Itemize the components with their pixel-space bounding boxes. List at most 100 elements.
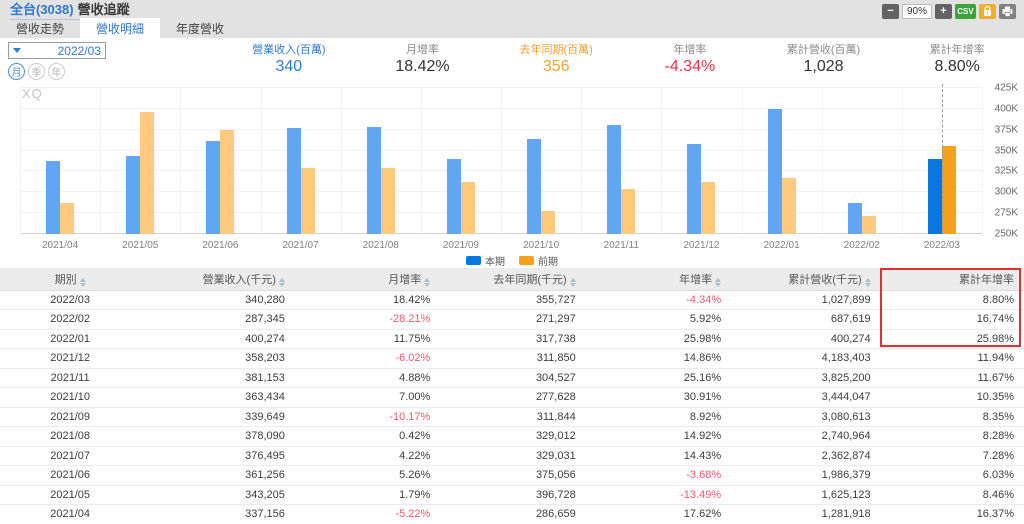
table-cell-6: 11.67% [880, 368, 1024, 388]
table-row[interactable]: 2021/07 376,495 4.22% 329,031 14.43% 2,362,87… [0, 446, 1024, 466]
sort-icon[interactable] [715, 277, 722, 287]
table-cell-4: -4.34% [585, 290, 732, 310]
tab-1[interactable]: 營收明細 [80, 18, 161, 38]
table-row[interactable]: 2021/04 337,156 -5.22% 286,659 17.62% 1,281,9… [0, 504, 1024, 524]
table-cell-4: -3.68% [585, 465, 732, 486]
bar-previous[interactable] [941, 145, 956, 234]
period-pill-1[interactable]: 季 [28, 63, 45, 80]
csv-export-button[interactable]: CSV [955, 4, 976, 19]
y-tick-label: 425K [994, 82, 1018, 94]
table-row[interactable]: 2021/06 361,256 5.26% 375,056 -3.68% 1,986,37… [0, 465, 1024, 486]
bar-current[interactable] [847, 202, 862, 234]
bar-previous[interactable] [380, 168, 395, 234]
table-cell-3: 311,844 [440, 407, 586, 427]
sort-icon[interactable] [79, 277, 86, 287]
stat-block-2: 去年同期(百萬) 356 [489, 38, 623, 80]
table-row[interactable]: 2022/01 400,274 11.75% 317,738 25.98% 400,274… [0, 329, 1024, 349]
table-cell-5: 3,080,613 [731, 407, 881, 427]
table-row[interactable]: 2021/10 363,434 7.00% 277,628 30.91% 3,444,04… [0, 387, 1024, 408]
bar-current[interactable] [206, 141, 221, 234]
table-row[interactable]: 2021/11 381,153 4.88% 304,527 25.16% 3,825,20… [0, 368, 1024, 388]
table-cell-3: 329,012 [440, 426, 586, 447]
zoom-in-button[interactable]: + [935, 4, 952, 19]
table-row[interactable]: 2021/08 378,090 0.42% 329,012 14.92% 2,740,96… [0, 426, 1024, 447]
bar-previous[interactable] [460, 182, 475, 234]
sort-icon[interactable] [569, 277, 576, 287]
table-cell-1: 358,203 [140, 348, 295, 369]
bar-current[interactable] [366, 127, 381, 234]
table-cell-4: 14.92% [585, 426, 732, 447]
bar-previous[interactable] [140, 111, 155, 234]
bar-current[interactable] [446, 159, 461, 234]
bar-previous[interactable] [300, 168, 315, 234]
stat-block-3: 年增率 -4.34% [623, 38, 757, 80]
current-month-marker [941, 84, 943, 234]
table-row[interactable]: 2022/03 340,280 18.42% 355,727 -4.34% 1,027,8… [0, 290, 1024, 310]
table-row[interactable]: 2021/12 358,203 -6.02% 311,850 14.86% 4,183,4… [0, 348, 1024, 369]
table-cell-3: 317,738 [440, 329, 586, 349]
table-cell-3: 271,297 [440, 309, 586, 330]
table-cell-5: 1,027,899 [731, 290, 881, 310]
table-cell-4: 14.86% [585, 348, 732, 369]
table-cell-5: 4,183,403 [731, 348, 881, 369]
table-cell-2: 4.22% [294, 446, 441, 466]
table-cell-1: 376,495 [140, 446, 295, 466]
legend-item-0[interactable]: 本期 [466, 253, 505, 268]
table-row[interactable]: 2021/09 339,649 -10.17% 311,844 8.92% 3,080,6… [0, 407, 1024, 427]
table-row[interactable]: 2022/02 287,345 -28.21% 271,297 5.92% 687,619… [0, 309, 1024, 330]
bar-previous[interactable] [781, 177, 796, 234]
sort-icon[interactable] [864, 277, 871, 287]
bar-current[interactable] [687, 143, 702, 234]
column-header-2[interactable]: 月增率 [294, 268, 441, 291]
bar-previous[interactable] [60, 203, 75, 234]
bar-previous[interactable] [861, 216, 876, 234]
table-cell-0: 2021/07 [0, 446, 141, 466]
revenue-table: 期別 營業收入(千元) 月增率 去年同期(千元) 年增率 累計營收(千元) 累計年增率 20… [0, 268, 1024, 524]
stat-block-0: 營業收入(百萬) 340 [222, 38, 356, 80]
bar-previous[interactable] [220, 129, 235, 234]
period-pill-0[interactable]: 月 [8, 63, 25, 80]
print-button[interactable] [999, 4, 1016, 19]
column-header-3[interactable]: 去年同期(千元) [440, 268, 586, 291]
table-cell-4: 25.98% [585, 329, 732, 349]
bar-current[interactable] [46, 161, 61, 234]
legend-item-1[interactable]: 前期 [519, 253, 558, 268]
table-cell-4: -13.49% [585, 485, 732, 505]
bar-previous[interactable] [701, 182, 716, 234]
table-cell-6: 25.98% [880, 329, 1024, 349]
column-header-5[interactable]: 累計營收(千元) [731, 268, 881, 291]
lock-button[interactable] [979, 4, 996, 19]
bar-previous[interactable] [621, 188, 636, 234]
bar-previous[interactable] [541, 210, 556, 234]
table-cell-0: 2021/08 [0, 426, 141, 447]
table-cell-0: 2021/04 [0, 504, 141, 524]
tab-2[interactable]: 年度營收 [176, 21, 225, 36]
column-header-0[interactable]: 期別 [0, 268, 141, 291]
period-pill-2[interactable]: 年 [48, 63, 65, 80]
sort-icon[interactable] [278, 277, 285, 287]
tab-0[interactable]: 營收走勢 [16, 21, 65, 36]
gridline-vertical [100, 88, 102, 234]
bar-current[interactable] [927, 158, 942, 234]
column-header-4[interactable]: 年增率 [585, 268, 732, 291]
page-title: 全台(3038) 營收追蹤 [10, 0, 130, 20]
sort-icon[interactable] [424, 277, 431, 287]
gridline-vertical [340, 88, 342, 234]
table-cell-2: -28.21% [294, 309, 441, 330]
table-cell-6: 11.94% [880, 348, 1024, 369]
bar-current[interactable] [286, 128, 301, 234]
column-header-1[interactable]: 營業收入(千元) [140, 268, 295, 291]
table-cell-5: 2,740,964 [731, 426, 881, 447]
zoom-out-button[interactable]: − [882, 4, 899, 19]
table-row[interactable]: 2021/05 343,205 1.79% 396,728 -13.49% 1,625,1… [0, 485, 1024, 505]
legend-label: 前期 [538, 256, 558, 268]
bar-current[interactable] [527, 139, 542, 234]
table-cell-2: 4.88% [294, 368, 441, 388]
column-header-6[interactable]: 累計年增率 [880, 268, 1024, 291]
table-cell-6: 8.46% [880, 485, 1024, 505]
date-select[interactable]: 2022/03 [8, 42, 106, 59]
bar-current[interactable] [767, 108, 782, 234]
bar-current[interactable] [607, 124, 622, 234]
bar-current[interactable] [126, 156, 141, 234]
stock-name: 全台(3038) [10, 2, 74, 17]
